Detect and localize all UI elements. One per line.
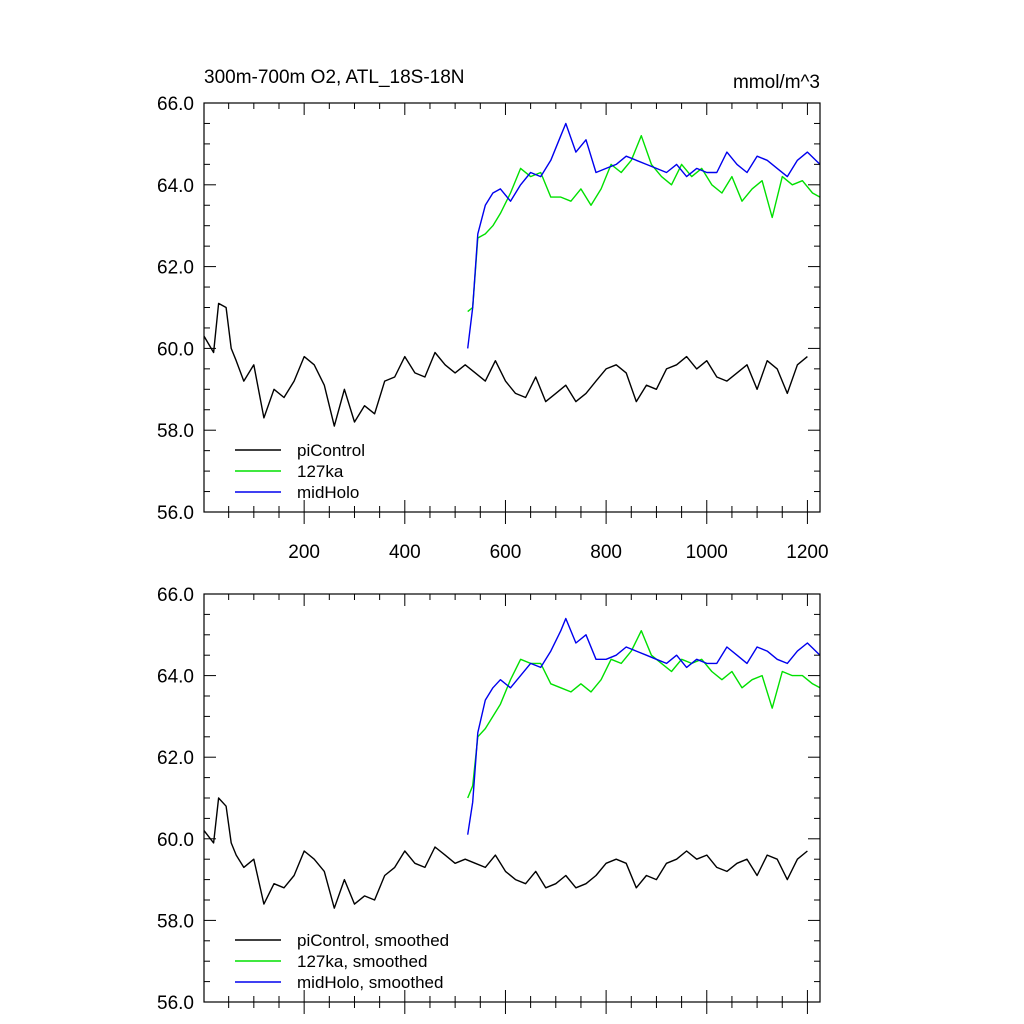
series-line-3 — [467, 122, 821, 349]
y-tick-label: 64.0 — [157, 667, 194, 688]
legend-label-2: 127ka — [297, 462, 344, 481]
x-tick-label: 1200 — [786, 542, 828, 563]
chart-panel-2: 56.0 58.0 60.0 62.0 64.0 66.0 piControl, smoot… — [157, 585, 821, 1014]
x-tick-label: 1000 — [686, 542, 728, 563]
series-line-2 — [467, 630, 821, 799]
y-tick-label: 56.0 — [157, 503, 194, 524]
legend-label-3: midHolo — [297, 483, 359, 502]
series-line-1 — [203, 797, 808, 909]
chart-panel-1: 56.0 58.0 60.0 62.0 64.0 66.0 200 400 600 800 1000… — [157, 67, 829, 563]
series-line-1 — [203, 302, 808, 427]
y-tick-label: 58.0 — [157, 911, 194, 932]
legend-label-1: piControl — [297, 441, 365, 460]
x-tick-label: 800 — [590, 542, 622, 563]
units-label: mmol/m^3 — [733, 72, 820, 93]
y-tick-label: 62.0 — [157, 258, 194, 279]
y-tick-label: 64.0 — [157, 176, 194, 197]
x-tick-label: 400 — [389, 542, 421, 563]
y-tick-label: 58.0 — [157, 421, 194, 442]
x-tick-label: 600 — [490, 542, 522, 563]
y-tick-label: 66.0 — [157, 585, 194, 606]
y-tick-label: 56.0 — [157, 993, 194, 1014]
series-line-3 — [467, 617, 821, 835]
x-tick-label: 200 — [288, 542, 320, 563]
y-tick-label: 60.0 — [157, 830, 194, 851]
chart-title: 300m-700m O2, ATL_18S-18N — [204, 67, 465, 88]
legend: piControl 127ka midHolo — [235, 441, 365, 502]
y-tick-label: 60.0 — [157, 339, 194, 360]
legend-label-3: midHolo, smoothed — [297, 973, 443, 992]
legend: piControl, smoothed 127ka, smoothed midHol… — [235, 931, 449, 992]
legend-label-2: 127ka, smoothed — [297, 952, 427, 971]
y-tick-label: 62.0 — [157, 748, 194, 769]
series-line-2 — [467, 135, 821, 313]
legend-label-1: piControl, smoothed — [297, 931, 449, 950]
y-tick-label: 66.0 — [157, 94, 194, 115]
